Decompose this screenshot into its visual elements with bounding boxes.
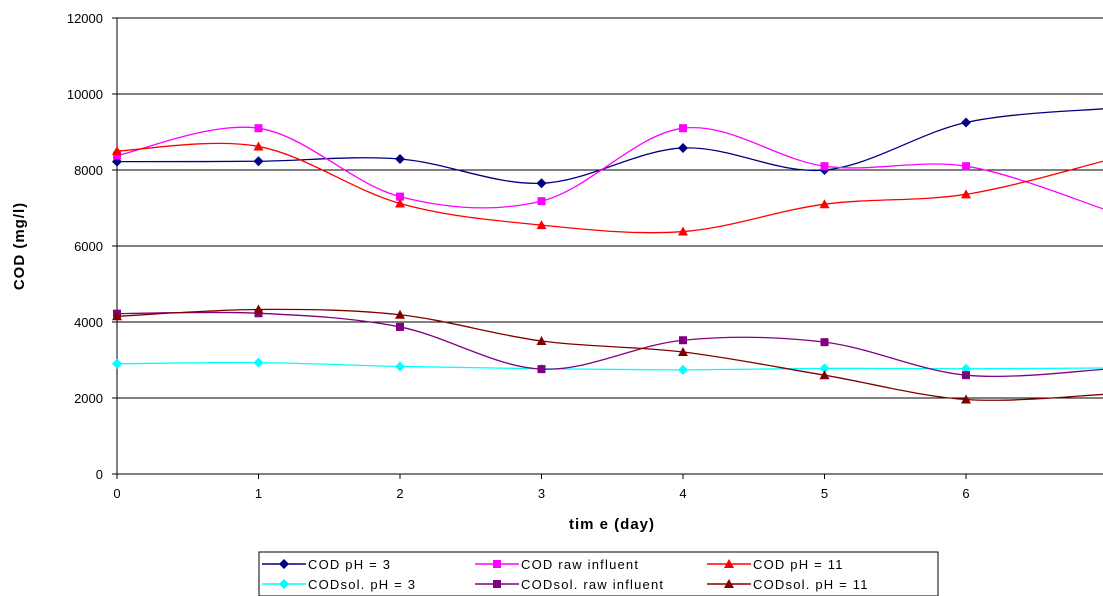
y-tick-labels: 0 2000 4000 6000 8000 10000 12000: [67, 11, 117, 482]
legend-marker: [279, 579, 289, 589]
series-line: [116, 361, 1103, 371]
data-point: [396, 192, 404, 201]
data-point: [112, 358, 122, 369]
series-5: [112, 304, 1103, 404]
data-point: [253, 141, 264, 151]
legend-label: COD pH = 3: [308, 557, 391, 572]
y-tick-label: 0: [96, 467, 103, 482]
data-point: [961, 189, 971, 199]
legend-item: COD pH = 3: [262, 557, 391, 572]
data-point: [254, 124, 263, 133]
legend-marker: [493, 580, 501, 588]
series-line: [116, 142, 1103, 234]
data-point: [819, 199, 830, 209]
data-point: [820, 338, 829, 347]
legend-item: COD raw influent: [475, 557, 639, 572]
data-point: [253, 156, 264, 167]
series-2: [112, 141, 1103, 236]
x-tick-label: 6: [962, 486, 969, 501]
data-point: [820, 162, 829, 171]
legend-item: COD pH = 11: [707, 557, 844, 572]
x-tick-label: 4: [679, 486, 686, 501]
data-point: [395, 198, 405, 208]
legend-box: [258, 551, 939, 596]
legend-label: CODsol. raw influent: [521, 577, 664, 592]
legend-marker: [724, 559, 734, 568]
y-tick-label: 6000: [74, 239, 103, 254]
series: [112, 108, 1103, 404]
legend-label: CODsol. pH = 11: [753, 577, 869, 592]
data-point: [395, 153, 405, 164]
data-point: [536, 336, 547, 345]
data-point: [678, 226, 688, 236]
y-axis-title: COD (mg/l): [11, 202, 28, 290]
x-tick-label: 2: [396, 486, 403, 501]
legend: COD pH = 3 COD raw influent COD pH = 11 COD…: [258, 551, 939, 596]
data-point: [537, 365, 546, 374]
data-point: [253, 304, 264, 314]
data-point: [396, 322, 404, 331]
legend-item: CODsol. raw influent: [475, 577, 664, 592]
legend-label: COD raw influent: [521, 557, 639, 572]
x-tick-label: 1: [255, 486, 262, 501]
data-point: [819, 370, 830, 380]
data-point: [961, 117, 971, 128]
series-line: [116, 308, 1103, 401]
series-3: [112, 357, 1103, 375]
data-point: [253, 357, 264, 368]
series-line: [116, 126, 1103, 210]
data-point: [112, 311, 122, 321]
data-point: [962, 162, 970, 171]
x-tick-label: 3: [538, 486, 545, 501]
data-point: [678, 142, 688, 153]
legend-marker: [493, 560, 501, 568]
legend-item: CODsol. pH = 3: [262, 577, 416, 592]
legend-label: COD pH = 11: [753, 557, 844, 572]
data-point: [395, 309, 405, 319]
series-0: [112, 108, 1103, 189]
data-point: [112, 146, 122, 155]
data-point: [537, 197, 546, 206]
legend-marker: [724, 579, 734, 588]
series-line: [116, 311, 1103, 378]
grid-lines: [117, 17, 1103, 399]
data-point: [536, 220, 547, 230]
y-tick-label: 2000: [74, 391, 103, 406]
data-point: [962, 371, 970, 380]
y-tick-label: 10000: [67, 87, 103, 102]
data-point: [536, 178, 547, 189]
x-tick-label: 5: [821, 486, 828, 501]
x-axis-title: tim e (day): [569, 516, 655, 533]
legend-items: COD pH = 3 COD raw influent COD pH = 11 COD…: [262, 557, 869, 592]
data-point: [113, 151, 121, 160]
data-point: [679, 336, 687, 345]
data-point: [961, 394, 971, 404]
y-tick-label: 12000: [67, 11, 103, 26]
series-1: [113, 124, 1103, 210]
legend-marker: [279, 559, 289, 569]
legend-label: CODsol. pH = 3: [308, 577, 416, 592]
series-line: [116, 108, 1103, 184]
data-point: [678, 364, 688, 375]
legend-item: CODsol. pH = 11: [707, 577, 869, 592]
x-tick-labels: 01234567: [113, 474, 970, 501]
y-tick-label: 8000: [74, 163, 103, 178]
x-tick-label: 0: [113, 486, 120, 501]
y-tick-label: 4000: [74, 315, 103, 330]
data-point: [395, 361, 405, 372]
data-point: [819, 363, 830, 374]
data-point: [679, 124, 687, 133]
data-point: [678, 347, 688, 357]
